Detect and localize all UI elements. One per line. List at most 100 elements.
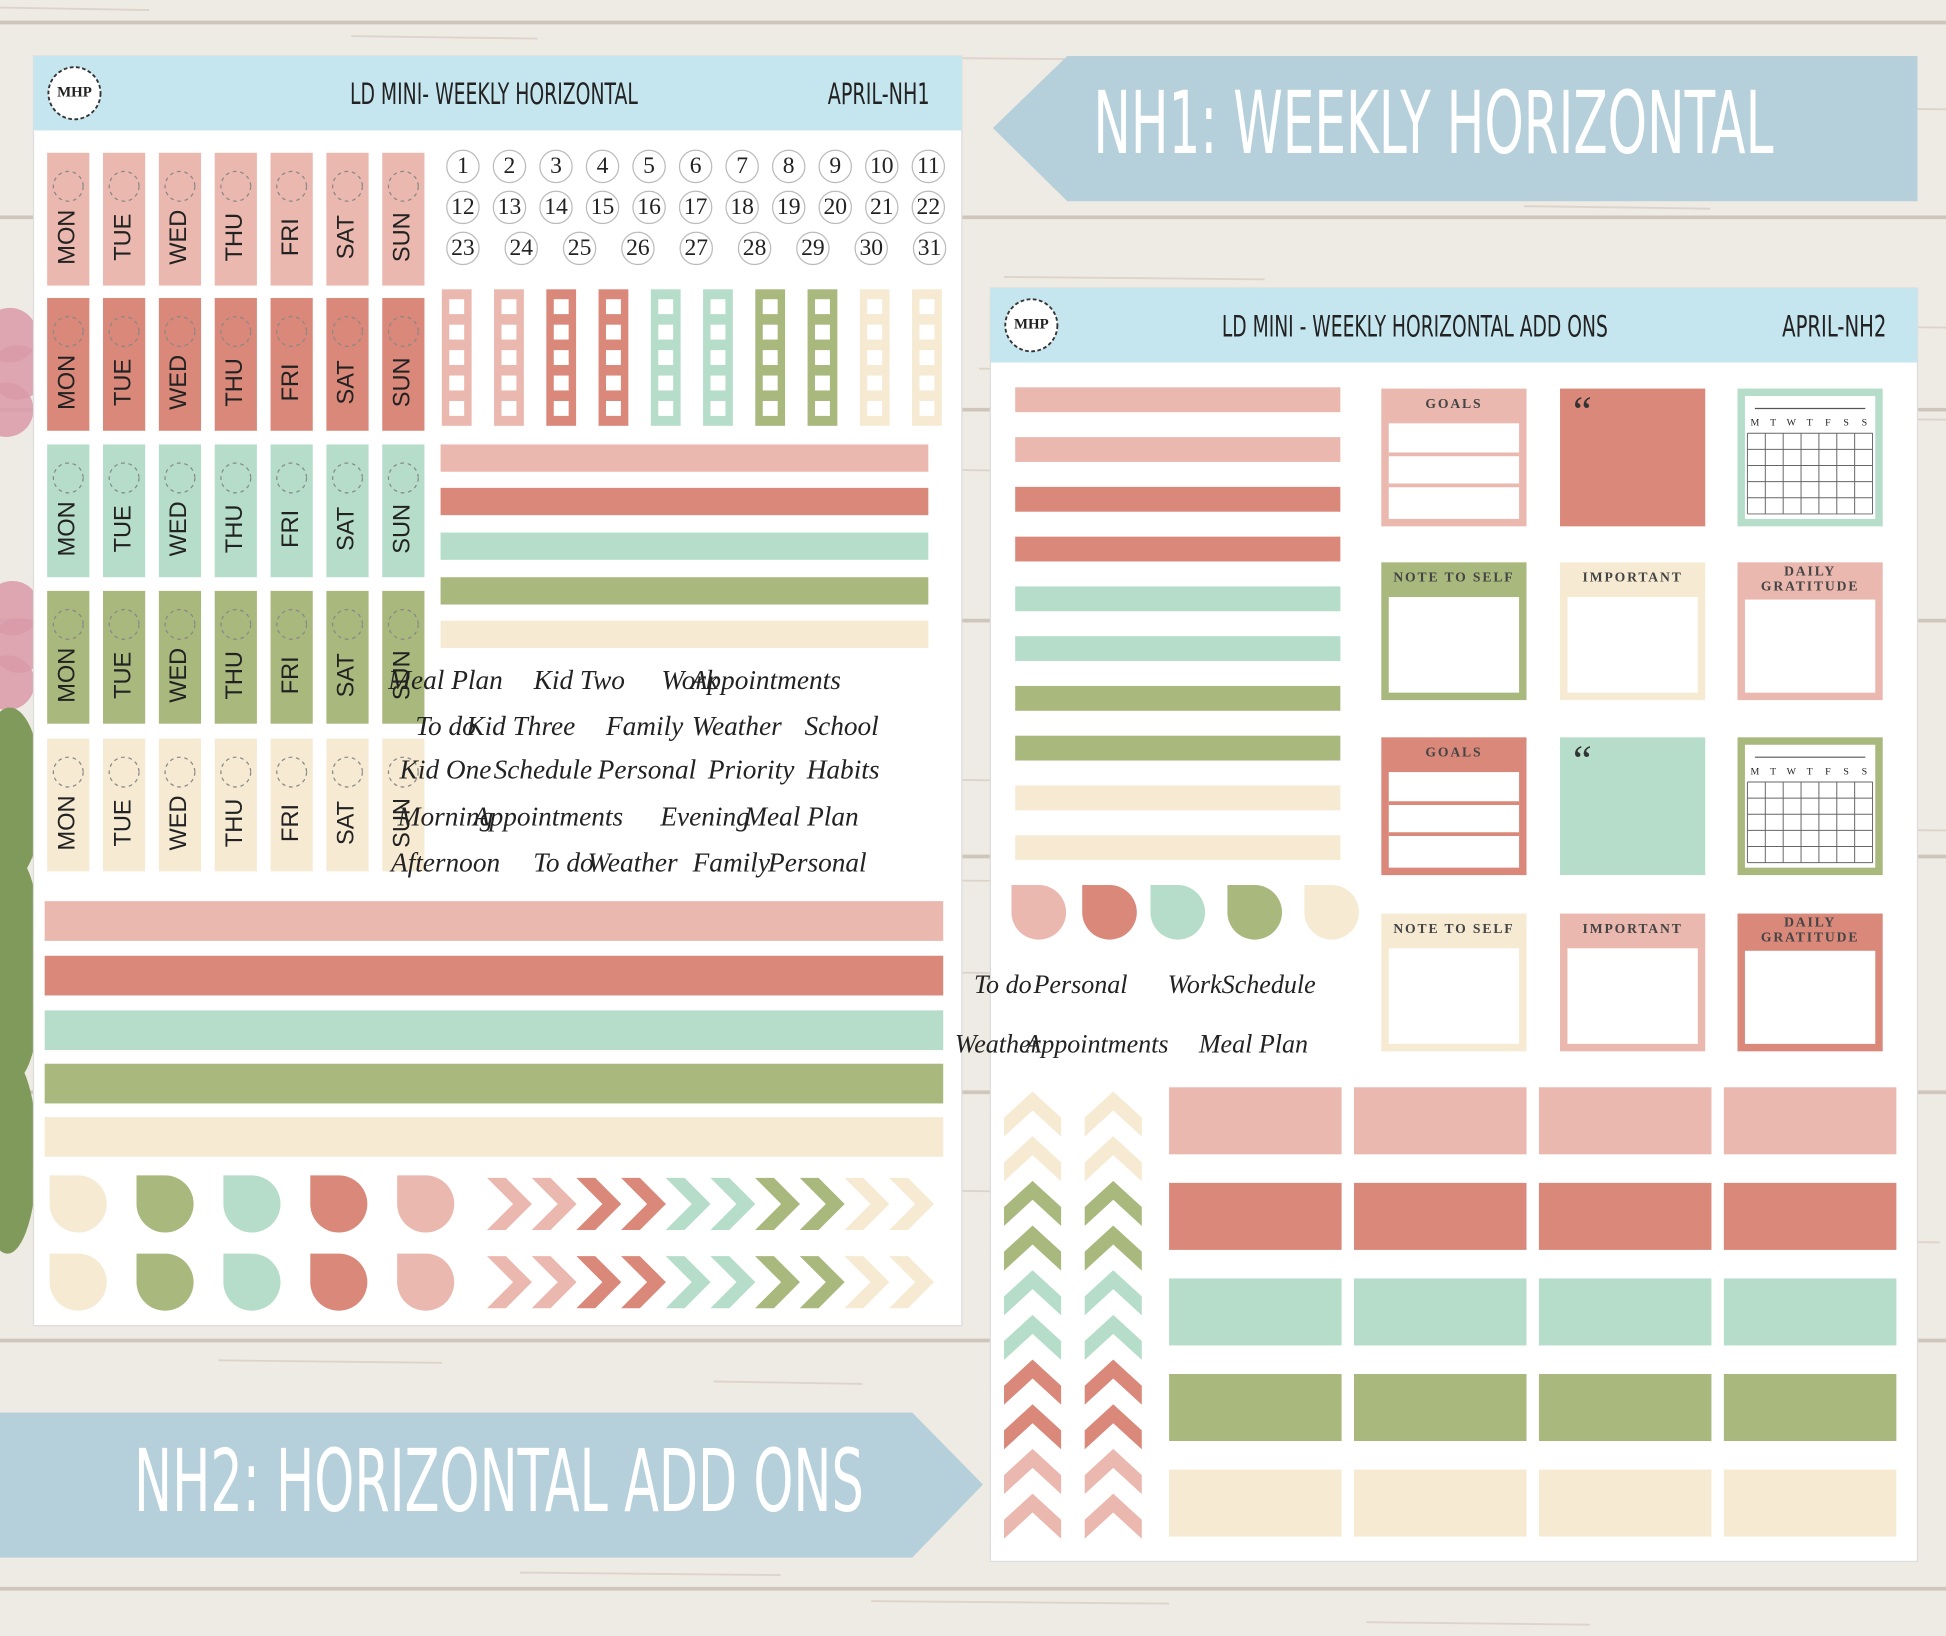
writing-area <box>1388 423 1520 519</box>
logo-wreath <box>1004 298 1059 353</box>
tab-sticker <box>223 1175 281 1233</box>
day-circle <box>108 608 140 640</box>
date: 18 <box>730 194 754 220</box>
day-sticker <box>158 297 202 431</box>
checkbox <box>710 299 726 315</box>
day-label: FRI <box>277 510 303 548</box>
banner-text: NH2: HORIZONTAL ADD ONS <box>134 1431 864 1532</box>
checkbox <box>501 350 517 366</box>
tab-sticker <box>49 1175 107 1233</box>
block-sticker <box>1169 1278 1342 1346</box>
day-circle <box>276 608 308 640</box>
date-circle <box>678 190 713 225</box>
word-sticker: Schedule <box>1222 970 1316 999</box>
day-sticker <box>103 152 146 286</box>
day-circle <box>220 756 252 788</box>
checkbox <box>553 401 569 416</box>
washi-bar <box>44 1063 944 1104</box>
word-sticker: Weather <box>955 1029 1042 1058</box>
checkbox <box>710 401 726 416</box>
chevron <box>1001 1266 1064 1321</box>
date: 10 <box>870 153 894 179</box>
wood-grain <box>1524 205 1711 210</box>
word-sticker: Work <box>662 665 720 695</box>
word-sticker: Family <box>605 711 684 741</box>
word-sticker: Weather <box>588 847 678 877</box>
day-label: THU <box>221 358 247 406</box>
checkbox <box>919 299 935 315</box>
tab-sticker <box>136 1253 194 1311</box>
day-circle <box>108 462 140 494</box>
day-sticker <box>47 152 90 286</box>
day-label: THU <box>221 651 247 699</box>
day-circle <box>387 315 419 348</box>
date: 2 <box>504 153 516 179</box>
chevron <box>1001 1400 1064 1456</box>
date-circle <box>771 190 806 225</box>
checkbox <box>606 324 621 340</box>
logo: MHP <box>57 85 92 101</box>
word-sticker: Personal <box>767 847 867 877</box>
checkbox <box>919 350 935 366</box>
wood-grain <box>871 1600 1170 1605</box>
date-circle <box>585 190 620 225</box>
checkbox <box>553 324 569 340</box>
day-circle <box>52 315 84 348</box>
checkbox <box>449 299 465 315</box>
checkbox <box>553 375 569 391</box>
calendar-day: M <box>1750 418 1759 429</box>
block-sticker <box>1169 1374 1342 1442</box>
leaf <box>0 856 43 1080</box>
leaf <box>0 1055 38 1254</box>
day-sticker <box>270 738 313 872</box>
day-circle <box>164 756 196 788</box>
word-sticker: Kid Two <box>533 665 625 695</box>
chevron <box>749 1253 804 1311</box>
date-circle <box>585 149 620 184</box>
date-circle <box>539 149 573 184</box>
word-sticker: Meal Plan <box>387 665 502 695</box>
day-circle <box>276 315 308 348</box>
box-label: GRATITUDE <box>1761 578 1859 593</box>
washi-bar <box>44 901 944 941</box>
checkbox <box>710 350 726 366</box>
quote-mark: “ <box>1573 389 1592 436</box>
chevron <box>793 1175 849 1233</box>
word-sticker: Personal <box>597 754 697 784</box>
day-circle <box>52 756 84 788</box>
date: 9 <box>829 153 841 179</box>
chevron <box>1082 1088 1145 1143</box>
day-sticker <box>270 152 313 286</box>
day-circle <box>108 315 140 348</box>
word-sticker: Appointments <box>471 802 623 832</box>
calendar-day: F <box>1825 418 1831 429</box>
calendar-day: F <box>1825 766 1831 777</box>
tab-sticker <box>310 1175 368 1233</box>
day-sticker <box>103 590 146 724</box>
washi-bar <box>440 577 929 605</box>
chevron <box>749 1175 804 1233</box>
word-sticker: To do <box>974 970 1032 999</box>
word-sticker: Weather <box>692 711 782 741</box>
date-circle <box>796 231 830 266</box>
tab-sticker <box>397 1253 455 1311</box>
date-circle <box>632 190 666 225</box>
tab-sticker <box>1082 885 1137 940</box>
day-sticker <box>326 444 369 578</box>
day-label: SAT <box>333 507 359 551</box>
day-circle <box>52 608 84 640</box>
block-sticker <box>1538 1182 1712 1250</box>
chevron <box>838 1253 893 1311</box>
word-sticker: Meal Plan <box>743 802 858 832</box>
chevron <box>659 1175 715 1233</box>
tab-sticker <box>223 1253 281 1311</box>
block-sticker <box>1354 1469 1527 1537</box>
day-label: FRI <box>277 218 303 256</box>
date-circle <box>679 231 713 266</box>
wood-grain <box>520 1571 781 1576</box>
block-sticker <box>1354 1182 1527 1250</box>
day-label: TUE <box>109 505 135 552</box>
date-circle <box>621 231 655 266</box>
writing-area <box>1744 950 1876 1044</box>
banner-text: NH1: WEEKLY HORIZONTAL <box>1093 73 1773 174</box>
